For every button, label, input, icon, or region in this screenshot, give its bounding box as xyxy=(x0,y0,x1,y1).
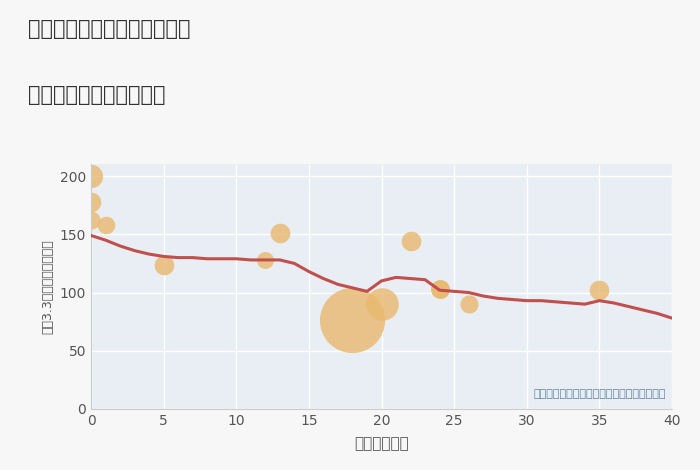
Text: 円の大きさは、取引のあった物件面積を示す: 円の大きさは、取引のあった物件面積を示す xyxy=(533,389,666,399)
Y-axis label: 坪（3.3㎡）単価（万円）: 坪（3.3㎡）単価（万円） xyxy=(41,239,54,334)
Point xyxy=(158,261,169,268)
Point xyxy=(434,285,445,293)
Point xyxy=(463,300,475,308)
Point xyxy=(85,217,97,224)
Text: 神奈川県横浜市南区若宮町の: 神奈川県横浜市南区若宮町の xyxy=(28,19,190,39)
Point xyxy=(594,286,605,294)
Point xyxy=(346,317,358,324)
Point xyxy=(376,300,387,308)
X-axis label: 築年数（年）: 築年数（年） xyxy=(354,436,409,451)
Point xyxy=(260,256,271,264)
Point xyxy=(85,172,97,180)
Point xyxy=(100,221,111,229)
Point xyxy=(274,229,286,237)
Point xyxy=(405,237,416,245)
Point xyxy=(434,285,445,293)
Text: 築年数別中古戸建て価格: 築年数別中古戸建て価格 xyxy=(28,85,165,105)
Point xyxy=(85,198,97,205)
